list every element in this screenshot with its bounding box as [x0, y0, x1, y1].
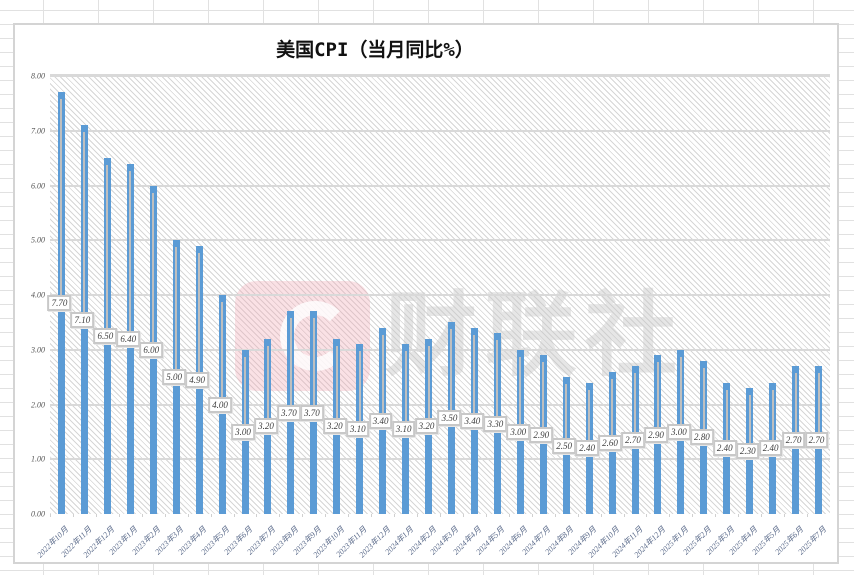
y-axis-tick-label: 6.00 [31, 181, 45, 190]
data-label: 2.90 [644, 426, 668, 443]
data-label: 2.60 [598, 434, 622, 451]
data-label-leader-line [679, 356, 682, 432]
data-label-leader-line [634, 373, 636, 441]
data-label-leader-line [519, 356, 522, 432]
data-label: 3.30 [483, 415, 508, 432]
data-label-leader-line [656, 362, 659, 435]
data-label-leader-line [152, 192, 155, 350]
data-label: 3.00 [506, 423, 531, 440]
data-label: 6.50 [93, 328, 118, 345]
gridline [50, 348, 830, 351]
y-axis-tick-label: 3.00 [31, 345, 45, 355]
gridline [50, 294, 830, 296]
watermark-logo-icon [235, 281, 370, 391]
data-label-leader-line [404, 351, 407, 430]
gridline [50, 75, 830, 77]
data-label-leader-line [358, 351, 361, 430]
data-label-leader-line [198, 252, 201, 380]
y-axis-tick-label: 7.00 [31, 126, 45, 136]
data-label: 2.70 [781, 432, 806, 449]
data-label-leader-line [312, 318, 315, 413]
y-axis-tick-label: 1.00 [31, 454, 45, 464]
data-label: 3.40 [368, 412, 393, 429]
y-axis-tick-label: 0.00 [31, 509, 45, 519]
data-label-leader-line [244, 356, 246, 432]
data-label: 2.30 [735, 443, 760, 460]
data-label: 3.10 [345, 421, 370, 438]
data-label: 3.00 [667, 423, 691, 440]
data-label-leader-line [83, 132, 86, 320]
data-label-leader-line [542, 362, 545, 435]
data-label-leader-line [565, 384, 568, 446]
data-label-leader-line [335, 345, 338, 427]
data-label-leader-line [496, 340, 499, 424]
data-label: 7.10 [70, 311, 95, 328]
data-label: 2.70 [621, 432, 645, 449]
data-label: 3.50 [437, 410, 462, 427]
data-label-leader-line [289, 318, 292, 413]
data-label: 4.90 [185, 371, 209, 388]
data-label: 3.20 [254, 418, 278, 435]
data-label: 2.40 [712, 440, 737, 457]
data-label: 7.70 [47, 295, 72, 312]
y-axis-tick-label: 5.00 [31, 235, 45, 245]
y-axis-tick-label: 8.00 [31, 71, 45, 81]
data-label-leader-line [771, 389, 774, 449]
chart-container[interactable]: 美国CPI（当月同比%） 财联社 7.70 7.10 6.50 6.40 6.00 5.0… [13, 23, 839, 564]
data-label-leader-line [129, 170, 132, 339]
data-label: 2.90 [529, 426, 554, 443]
data-label: 2.80 [689, 429, 714, 446]
gridline [50, 403, 830, 406]
data-label-leader-line [725, 389, 728, 449]
data-label-leader-line [702, 367, 705, 438]
plot-area[interactable]: 财联社 7.70 7.10 6.50 6.40 6.00 5.00 4.90 4.00 3.00… [31, 72, 830, 559]
data-label-leader-line [588, 389, 591, 449]
data-label: 2.40 [758, 440, 783, 457]
gridline [50, 184, 830, 187]
data-label-leader-line [794, 373, 797, 441]
gridline [50, 129, 830, 132]
chart-title: 美国CPI（当月同比%） [276, 39, 474, 61]
gridline [50, 458, 830, 461]
data-label-leader-line [221, 302, 224, 405]
y-axis-tick-label: 4.00 [31, 290, 45, 300]
data-label: 6.00 [139, 341, 164, 358]
y-axis-tick-label: 2.00 [31, 400, 45, 409]
data-label: 3.20 [414, 418, 439, 435]
data-label: 4.00 [208, 396, 232, 413]
data-label: 5.00 [162, 369, 187, 386]
data-label-leader-line [106, 165, 109, 337]
gridline [50, 239, 830, 242]
data-label-leader-line [266, 345, 269, 427]
data-label: 2.50 [552, 437, 577, 454]
data-label-leader-line [175, 247, 178, 378]
data-label-leader-line [381, 334, 384, 421]
data-label: 2.40 [575, 440, 599, 457]
data-label-leader-line [473, 334, 476, 421]
data-label: 3.10 [391, 421, 416, 438]
data-label: 2.70 [804, 432, 829, 449]
data-label: 3.00 [231, 423, 255, 440]
data-label-leader-line [611, 378, 614, 443]
data-label: 3.70 [277, 404, 301, 421]
data-label-leader-line [817, 373, 820, 441]
data-label-leader-line [450, 329, 453, 419]
data-label: 3.70 [299, 404, 324, 421]
data-label-leader-line [427, 345, 430, 427]
data-label: 3.20 [322, 418, 347, 435]
data-label: 3.40 [460, 412, 485, 429]
data-label-leader-line [748, 395, 751, 452]
data-label: 6.40 [116, 330, 141, 347]
data-label-leader-line [60, 99, 63, 304]
